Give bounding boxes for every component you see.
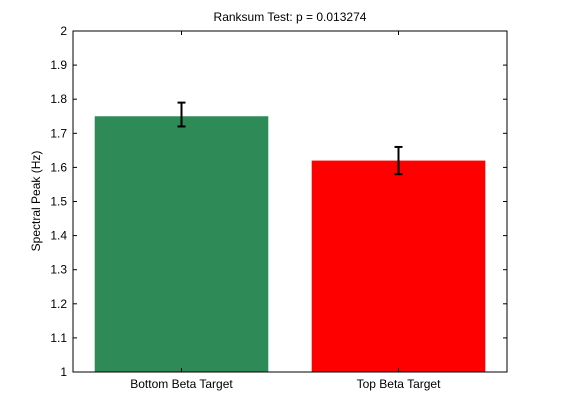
y-axis-label: Spectral Peak (Hz) (29, 151, 43, 252)
chart-title: Ranksum Test: p = 0.013274 (214, 10, 367, 24)
y-tick-label-5: 1.5 (50, 195, 67, 209)
y-tick-label-1: 1.1 (50, 331, 67, 345)
y-tick-label-3: 1.3 (50, 263, 67, 277)
error-bars-group (177, 101, 403, 176)
y-tick-label-8: 1.8 (50, 92, 67, 106)
y-tick-label-9: 1.9 (50, 58, 67, 72)
x-tick-label-0: Bottom Beta Target (130, 377, 233, 391)
x-axis-ticks: Bottom Beta Target Top Beta Target (130, 31, 441, 391)
y-tick-label-4: 1.4 (50, 229, 67, 243)
x-tick-label-1: Top Beta Target (357, 377, 442, 391)
y-axis-ticks: 1 1.1 1.2 1.3 1.4 1.5 1.6 1.7 1.8 1.9 2 (50, 24, 507, 379)
bar-1 (311, 160, 486, 372)
y-tick-label-7: 1.7 (50, 126, 67, 140)
bars-group (94, 116, 486, 372)
plot-area-frame (72, 30, 508, 373)
y-tick-label-10: 2 (60, 24, 67, 38)
y-tick-label-6: 1.6 (50, 160, 67, 174)
y-tick-label-2: 1.2 (50, 297, 67, 311)
bar-0 (94, 116, 269, 372)
y-tick-label-0: 1 (60, 365, 67, 379)
